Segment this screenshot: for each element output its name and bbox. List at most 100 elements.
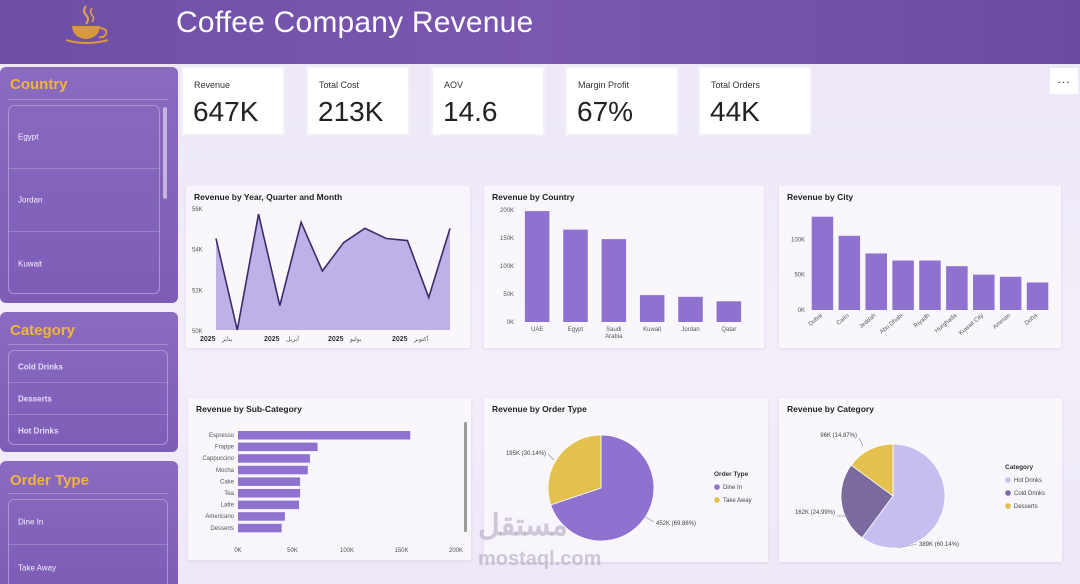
header-bar: Coffee Company Revenue [0, 0, 1080, 64]
y-tick-label: 54K [192, 248, 203, 254]
data-label: 389K (60.14%) [919, 542, 959, 548]
x-tick-label: Riyadh [913, 313, 931, 330]
chart-title: Revenue by Category [787, 404, 874, 414]
hbar-chart-svg: Espresso Frappe Cappuccino Mocha Cake Tea Latt… [202, 422, 467, 554]
pie-slice [840, 464, 894, 539]
legend-marker [714, 484, 720, 490]
leader-line [547, 453, 555, 461]
country-slicer: Country Egypt Jordan Kuwait [0, 67, 178, 303]
y-tick-label: 56K [192, 207, 203, 213]
kpi-label: AOV [444, 80, 464, 90]
bar [238, 465, 308, 475]
more-options-button[interactable]: ... [1050, 68, 1078, 94]
x-tick-label: Jordan [681, 327, 699, 333]
kpi-value: 44K [710, 96, 760, 127]
order-type-item-dine-in[interactable]: Dine In [9, 500, 167, 545]
chart-title: Revenue by Country [492, 192, 575, 202]
pie-slice [550, 434, 655, 542]
y-tick-label: 50K [503, 292, 514, 298]
bar [973, 274, 995, 310]
y-tick-label: Desserts [210, 526, 234, 532]
chart-revenue-by-month[interactable]: Revenue by Year, Quarter and Month 56K 54… [186, 186, 470, 348]
country-slicer-list: Egypt Jordan Kuwait [8, 105, 160, 294]
watermark-arabic: مستقل [478, 509, 568, 542]
list-item-label: Kuwait [18, 259, 43, 268]
data-label: 96K (14.87%) [820, 433, 857, 439]
category-item-cold-drinks[interactable]: Cold Drinks [9, 351, 167, 383]
leader-line [896, 543, 918, 549]
kpi-card-total-orders[interactable]: Total Orders 44K [698, 66, 812, 136]
chart-revenue-by-category[interactable]: Revenue by Category 389K (60.14%) 162K (2… [779, 398, 1062, 562]
legend-marker [1005, 477, 1011, 483]
legend-title: Order Type [714, 471, 749, 478]
order-type-item-take-away[interactable]: Take Away [9, 545, 167, 584]
y-tick-label: Cappuccino [202, 456, 234, 462]
legend-label: Hot Drinks [1014, 478, 1042, 484]
x-tick-label: Abu Dhabi [879, 313, 904, 336]
area-fill [216, 214, 450, 330]
category-item-desserts[interactable]: Desserts [9, 383, 167, 415]
bar [919, 260, 941, 310]
kpi-card-margin-profit[interactable]: Margin Profit 67% [565, 66, 679, 136]
y-tick-label: 100K [500, 264, 514, 270]
list-item-label: Egypt [18, 132, 39, 142]
order-type-slicer-title: Order Type [10, 472, 89, 489]
x-tick-month: يوليو [349, 336, 362, 343]
x-tick-label: 150K [394, 548, 408, 554]
bar [238, 454, 310, 463]
kpi-card-total-cost[interactable]: Total Cost 213K [306, 66, 410, 136]
legend-title: Category [1005, 464, 1034, 471]
x-tick-label: Arabia [605, 334, 623, 340]
kpi-value: 213K [318, 96, 384, 127]
order-type-slicer: Order Type Dine In Take Away [0, 461, 178, 584]
x-tick-label: Jeddah [859, 313, 878, 330]
x-tick-label: 50K [287, 548, 298, 554]
country-item-jordan[interactable]: Jordan [9, 169, 159, 232]
y-tick-label: 200K [500, 208, 514, 214]
country-item-kuwait[interactable]: Kuwait [9, 232, 159, 295]
bar [238, 500, 300, 510]
y-tick-label: 50K [192, 329, 203, 335]
y-tick-label: Tea [224, 491, 234, 497]
list-item-label: Jordan [18, 195, 43, 205]
chart-revenue-by-sub-category[interactable]: Revenue by Sub-Category Espresso Frappe Ca… [188, 398, 471, 560]
chart-title: Revenue by City [787, 192, 854, 202]
y-tick-label: Mocha [216, 468, 235, 474]
x-tick-month: يناير [221, 336, 233, 343]
x-tick-year: 2025 [200, 336, 216, 343]
x-tick-label: Kuwait City [958, 313, 985, 337]
chart-title: Revenue by Sub-Category [196, 404, 302, 414]
x-tick-month: أبريل [286, 334, 299, 343]
y-tick-label: 50K [794, 273, 805, 279]
x-tick-label: Dubai [808, 313, 824, 328]
legend-marker [714, 497, 720, 503]
x-tick-label: Cairo [836, 313, 851, 327]
chart-revenue-by-country[interactable]: Revenue by Country 200K 150K 100K 50K 0K UAE E… [484, 186, 764, 348]
y-tick-label: 0K [507, 320, 514, 326]
divider [8, 99, 168, 100]
leader-line [643, 515, 655, 523]
watermark-latin: mostaql.com [478, 548, 602, 570]
kpi-card-revenue[interactable]: Revenue 647K [181, 66, 285, 136]
x-tick-label: Kuwait [643, 327, 661, 333]
country-item-egypt[interactable]: Egypt [9, 106, 159, 169]
leader-line [858, 437, 864, 447]
kpi-label: Margin Profit [578, 80, 630, 90]
category-item-hot-drinks[interactable]: Hot Drinks [9, 415, 167, 446]
bar [999, 276, 1022, 310]
list-item-label: Dine In [18, 517, 44, 527]
x-tick-month: أكتوبر [413, 334, 429, 343]
x-tick-label: 100K [340, 548, 354, 554]
bar [238, 477, 301, 486]
category-slicer-title: Category [10, 322, 76, 339]
kpi-label: Total Cost [319, 80, 360, 90]
chart-title: Revenue by Year, Quarter and Month [194, 192, 343, 202]
chart-revenue-by-city[interactable]: Revenue by City 100K 50K 0K Dubai Cairo Jedda… [779, 186, 1061, 348]
kpi-card-aov[interactable]: AOV 14.6 [431, 66, 545, 136]
x-tick-label: UAE [531, 327, 543, 333]
category-slicer: Category Cold Drinks Desserts Hot Drinks [0, 312, 178, 452]
chart-revenue-by-order-type[interactable]: Revenue by Order Type 452K (69.86%) 195K … [484, 398, 768, 562]
country-scrollbar[interactable] [163, 107, 167, 199]
bar [238, 489, 301, 498]
series-line [215, 213, 451, 331]
